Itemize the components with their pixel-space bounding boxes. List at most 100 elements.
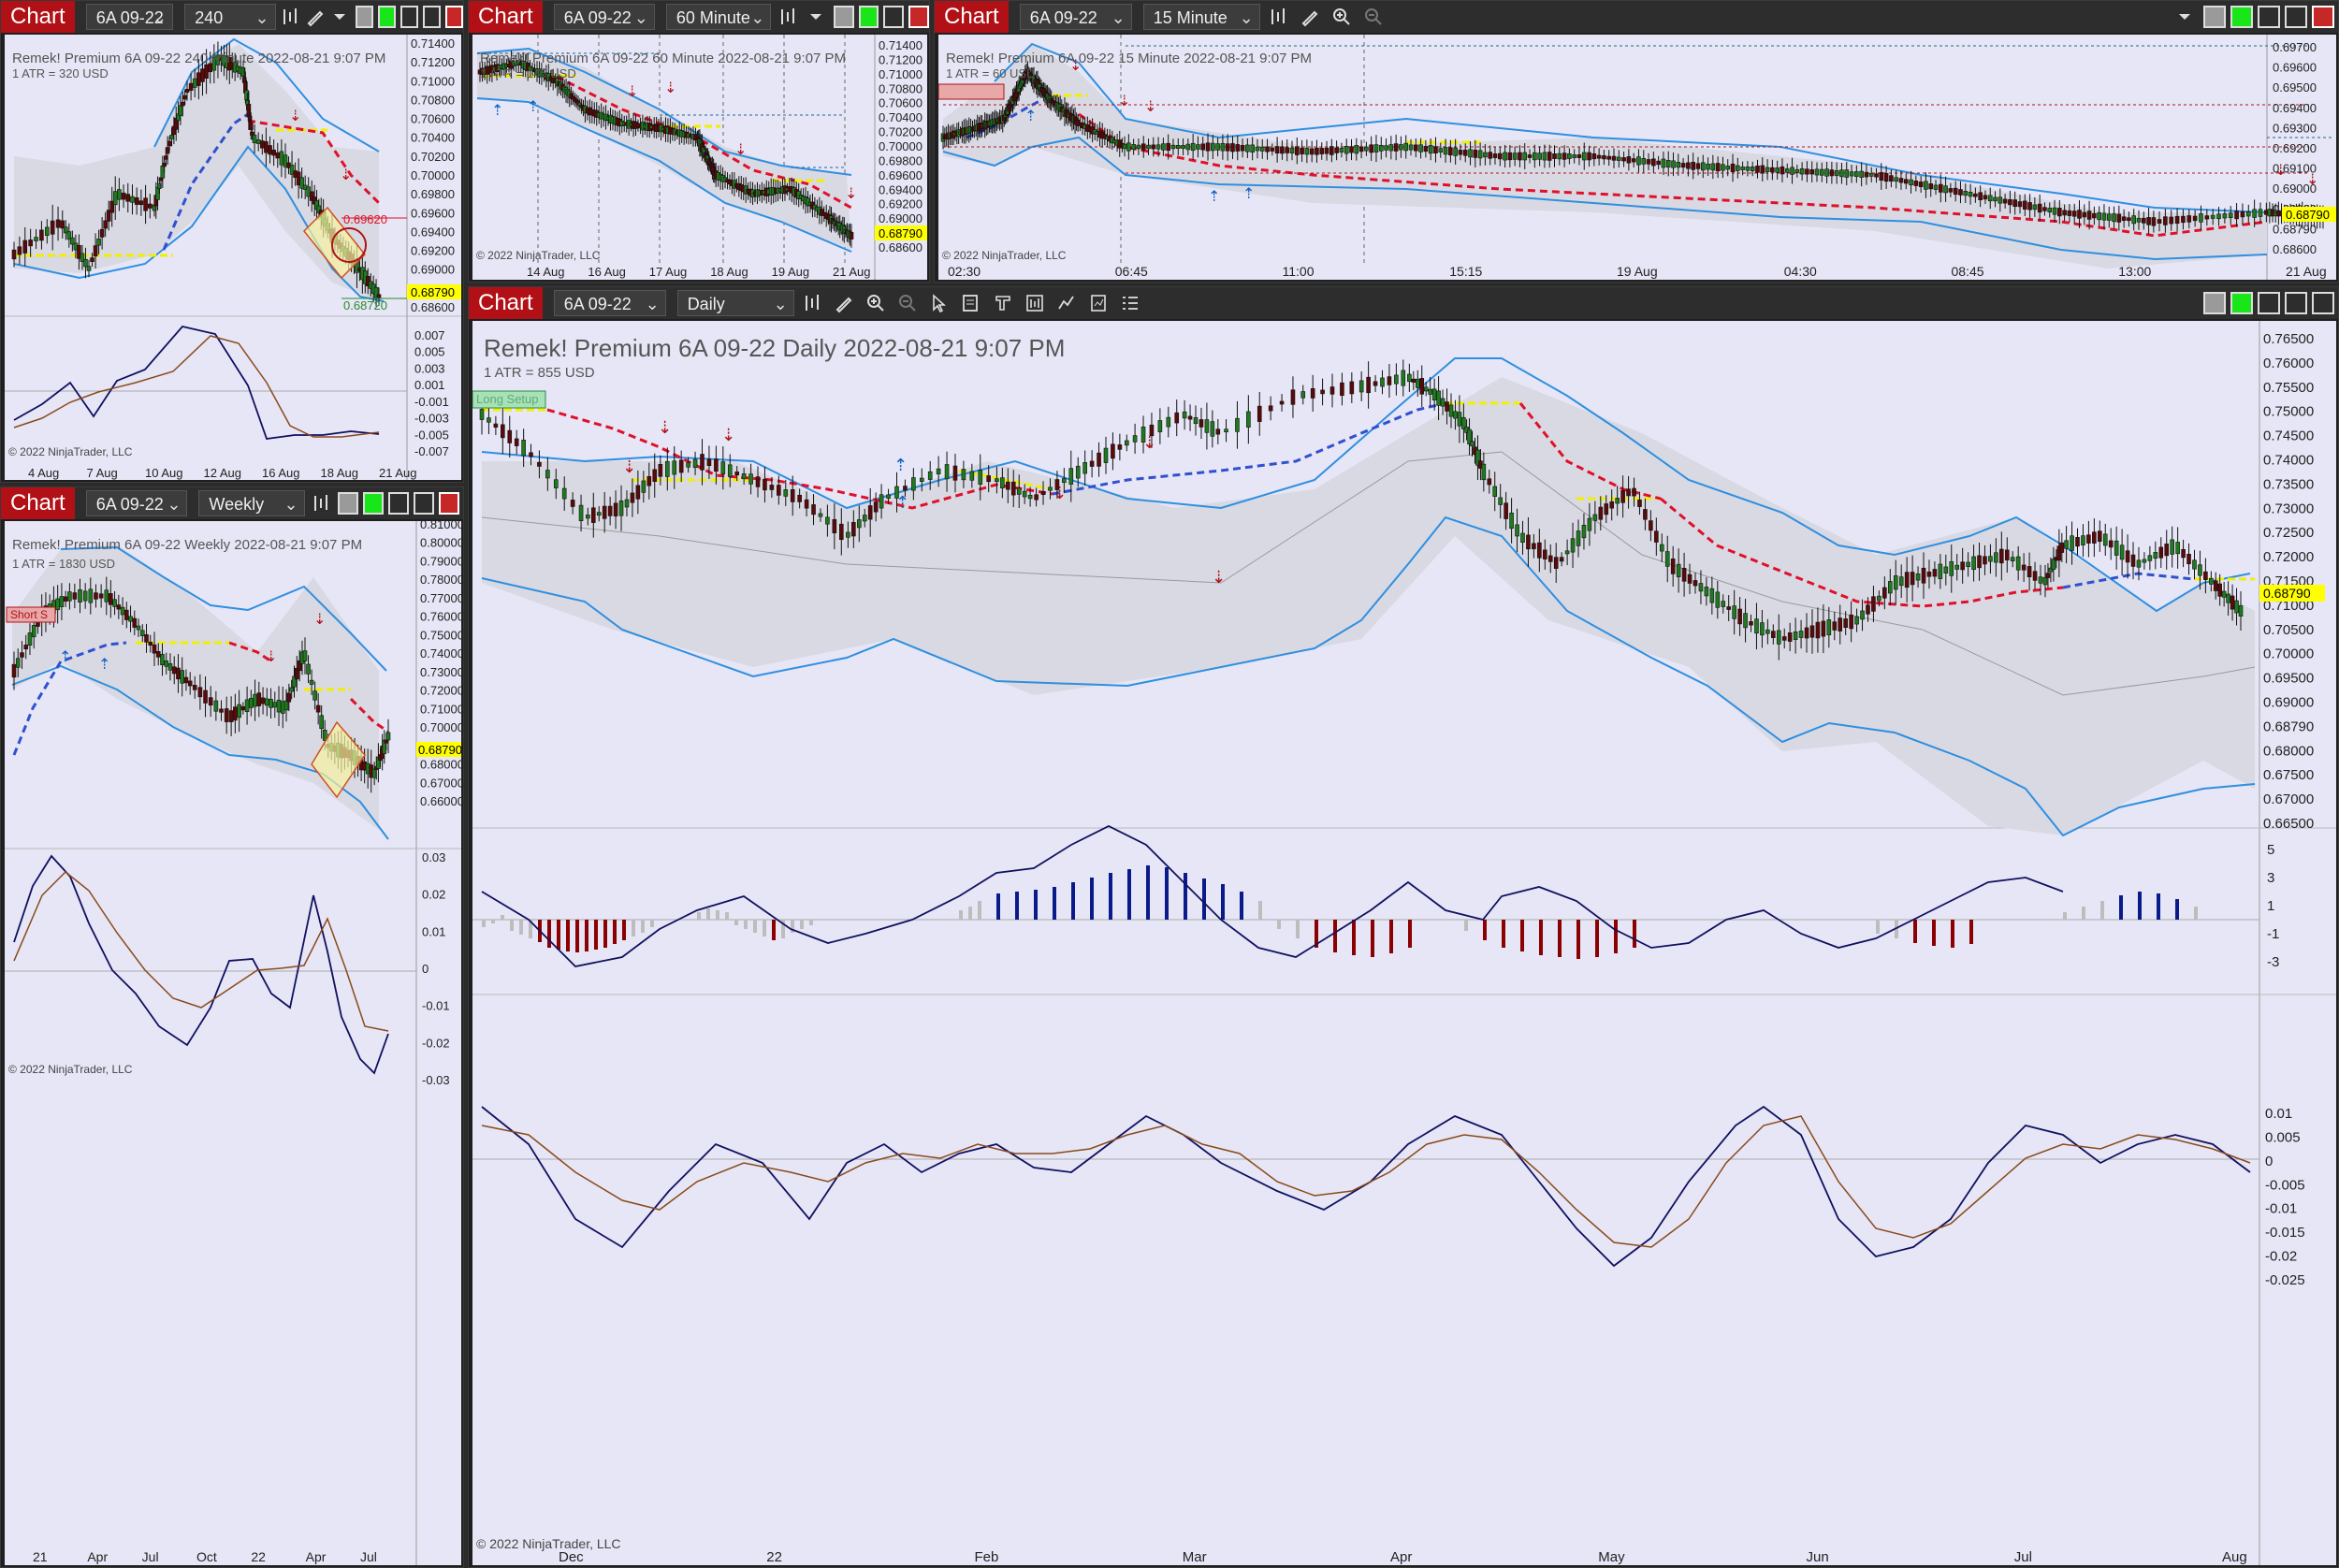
candle-body <box>1016 487 1022 495</box>
link-status-icon[interactable] <box>858 6 879 28</box>
pencil-icon[interactable] <box>304 4 326 30</box>
candle-body <box>1174 412 1180 424</box>
chart-title: Chart <box>1 1 75 33</box>
close-icon[interactable] <box>2312 6 2334 28</box>
bars-icon[interactable] <box>280 4 301 30</box>
chevron-down-icon[interactable] <box>2171 4 2199 30</box>
candle-body <box>132 617 138 628</box>
list-icon[interactable] <box>1116 290 1144 316</box>
maximize-icon[interactable] <box>422 6 441 28</box>
minimize-icon[interactable] <box>400 6 418 28</box>
title-bar[interactable]: Chart 6A 09-22 ⌄ Weekly ⌄ <box>1 487 463 519</box>
properties-icon[interactable] <box>989 290 1017 316</box>
maximize-icon[interactable] <box>883 6 905 28</box>
bars-icon[interactable] <box>775 4 800 30</box>
price-tick-label: 0.69800 <box>411 187 455 201</box>
candle-body <box>672 460 677 475</box>
candle-body <box>103 220 108 229</box>
timeframe-value: 15 Minute <box>1153 8 1228 27</box>
bars-icon[interactable] <box>1264 4 1292 30</box>
title-bar[interactable]: Chart 6A 09-22⌄ 240 Minute⌄ <box>1 1 463 53</box>
candle-body <box>2209 577 2214 585</box>
data-box-icon[interactable] <box>957 290 985 316</box>
color-box-icon[interactable] <box>833 6 854 28</box>
timeframe-select[interactable]: 240 Minute⌄ <box>184 4 276 53</box>
timeframe-select[interactable]: Weekly ⌄ <box>198 490 305 516</box>
title-bar[interactable]: Chart 6A 09-22 ⌄ Daily ⌄ <box>469 287 2338 319</box>
histogram-bar <box>1951 920 1954 948</box>
zoom-in-icon[interactable] <box>862 290 890 316</box>
candle-body <box>169 135 174 139</box>
instrument-select[interactable]: 6A 09-22 ⌄ <box>85 490 188 516</box>
bars-icon[interactable] <box>798 290 826 316</box>
timeframe-value: Weekly <box>209 495 265 514</box>
maximize-icon[interactable] <box>2285 6 2307 28</box>
zoom-out-icon[interactable] <box>1359 4 1387 30</box>
instrument-select[interactable]: 6A 09-22 ⌄ <box>553 290 666 316</box>
pencil-icon[interactable] <box>1296 4 1324 30</box>
cursor-icon[interactable] <box>925 290 953 316</box>
instrument-select[interactable]: 6A 09-22 ⌄ <box>1019 4 1132 30</box>
price-tick-label: 0.75500 <box>2263 380 2314 396</box>
chart-svg[interactable]: ⇡ ⇡ ⇣ ⇣ ⇣ ⇣ Remek! Premium 6A 09-22 60 M… <box>472 35 927 280</box>
timeframe-select[interactable]: 15 Minute ⌄ <box>1142 4 1260 30</box>
templates-icon[interactable] <box>1084 290 1112 316</box>
candle-body <box>1894 177 1898 182</box>
title-bar[interactable]: Chart 6A 09-22 ⌄ 15 Minute ⌄ <box>935 1 2338 33</box>
timeframe-select[interactable]: Daily ⌄ <box>676 290 794 316</box>
chart-svg[interactable]: ⇡ ⇡ ⇡ ⇣ ⇣ ⇣ ⇣ ⇣ Remek! Premium 6A 09-22 … <box>938 35 2336 280</box>
close-icon[interactable] <box>908 6 929 28</box>
minimize-icon[interactable] <box>2258 292 2280 314</box>
histogram-axis: 5 3 1 -1 -3 <box>2267 842 2279 970</box>
link-status-icon[interactable] <box>2230 6 2253 28</box>
chevron-down-icon[interactable] <box>804 4 829 30</box>
close-icon[interactable] <box>444 6 463 28</box>
chart-area[interactable]: Short S ⇡ ⇡ ⇣ ⇣ Remek! Premium 6A 09-22 … <box>5 521 461 1565</box>
strategies-icon[interactable] <box>1021 290 1049 316</box>
price-tick-label: 0.69400 <box>879 182 923 196</box>
candle-body <box>748 473 753 485</box>
candle-body <box>2032 204 2038 211</box>
candle-body <box>1771 631 1776 638</box>
minimize-icon[interactable] <box>2258 6 2280 28</box>
close-icon[interactable] <box>439 492 459 515</box>
close-icon[interactable] <box>2312 292 2334 314</box>
candle-body <box>1182 411 1187 419</box>
zoom-in-icon[interactable] <box>1328 4 1356 30</box>
timeframe-select[interactable]: 60 Minute ⌄ <box>665 4 772 30</box>
chart-area[interactable]: ⇡ ⇡ ⇣ ⇣ ⇣ ⇣ Remek! Premium 6A 09-22 60 M… <box>472 35 927 280</box>
histogram-bar <box>566 920 570 951</box>
candle-body <box>706 458 712 467</box>
candle-body <box>2067 210 2072 216</box>
chart-area[interactable]: 0.69620 0.68720 ⇣ ⇣ Remek! Premium 6A 09… <box>5 35 461 480</box>
minimize-icon[interactable] <box>388 492 410 515</box>
color-box-icon[interactable] <box>338 492 359 515</box>
chart-area[interactable]: ⇡ ⇡ ⇡ ⇣ ⇣ ⇣ ⇣ ⇣ Remek! Premium 6A 09-22 … <box>938 35 2336 280</box>
chart-svg[interactable]: Short S ⇡ ⇡ ⇣ ⇣ Remek! Premium 6A 09-22 … <box>5 521 461 1565</box>
candle-body <box>1196 144 1200 150</box>
indicators-icon[interactable] <box>1053 290 1081 316</box>
title-bar[interactable]: Chart 6A 09-22 ⌄ 60 Minute ⌄ <box>469 1 929 33</box>
chart-svg[interactable]: Long Setup ⇣ ⇣ ⇣ ⇣ ⇣ ⇣ ⇡ ⇡ Remek! Premiu… <box>472 321 2336 1565</box>
chart-svg[interactable]: 0.69620 0.68720 ⇣ ⇣ Remek! Premium 6A 09… <box>5 35 461 480</box>
instrument-select[interactable]: 6A 09-22 ⌄ <box>553 4 655 30</box>
maximize-icon[interactable] <box>2285 292 2307 314</box>
candle-body <box>2022 200 2027 210</box>
histogram-bar <box>2063 912 2067 920</box>
bars-icon[interactable] <box>309 490 334 516</box>
candle-body <box>1938 563 1943 579</box>
chart-area[interactable]: Long Setup ⇣ ⇣ ⇣ ⇣ ⇣ ⇣ ⇡ ⇡ Remek! Premiu… <box>472 321 2336 1565</box>
instrument-select[interactable]: 6A 09-22 ⌄ <box>85 4 174 30</box>
color-box-icon[interactable] <box>2203 292 2226 314</box>
candle-body <box>1436 390 1441 406</box>
color-box-icon[interactable] <box>355 6 373 28</box>
chevron-down-icon[interactable] <box>329 4 351 30</box>
pencil-icon[interactable] <box>830 290 858 316</box>
zoom-out-icon[interactable] <box>893 290 922 316</box>
link-status-icon[interactable] <box>2230 292 2253 314</box>
color-box-icon[interactable] <box>2203 6 2226 28</box>
candle-body <box>219 708 224 713</box>
maximize-icon[interactable] <box>414 492 435 515</box>
link-status-icon[interactable] <box>363 492 385 515</box>
link-status-icon[interactable] <box>377 6 396 28</box>
